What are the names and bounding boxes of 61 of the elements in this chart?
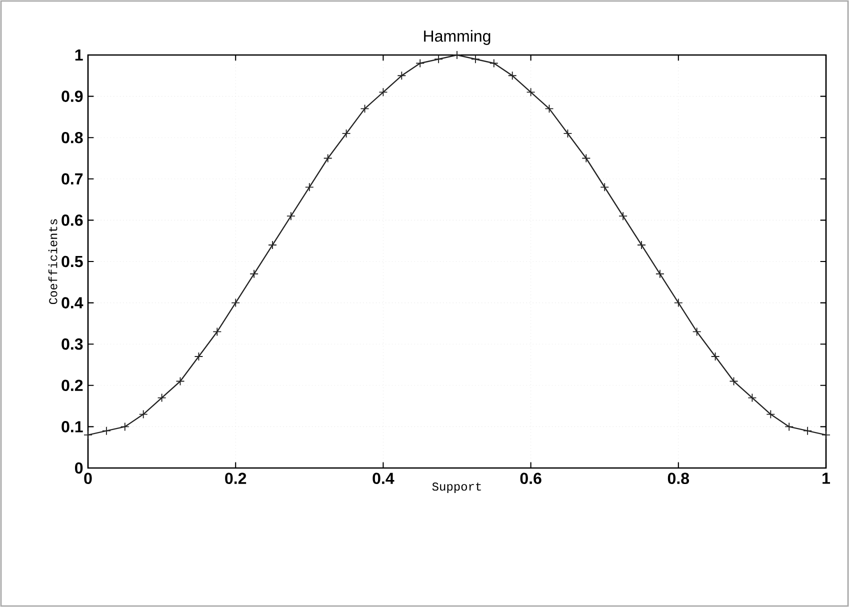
point bbox=[710, 352, 720, 361]
point bbox=[323, 154, 332, 163]
point bbox=[212, 327, 222, 336]
y-tick-label: 0.1 bbox=[62, 421, 83, 432]
y-tick-label: 1 bbox=[75, 50, 83, 60]
x-tick-label: 0 bbox=[84, 472, 92, 484]
x-tick-label: 1 bbox=[822, 472, 830, 484]
point bbox=[176, 376, 185, 386]
point bbox=[489, 58, 498, 68]
point bbox=[637, 240, 646, 250]
point bbox=[766, 410, 776, 419]
point bbox=[231, 298, 240, 308]
x-tick-label: 0.4 bbox=[372, 472, 394, 484]
point bbox=[342, 129, 351, 138]
point bbox=[582, 154, 591, 163]
x-axis-title: Support bbox=[432, 482, 481, 494]
y-tick-label: 0.5 bbox=[62, 256, 83, 268]
point bbox=[692, 327, 702, 336]
point bbox=[434, 54, 444, 64]
y-tick-label: 0.4 bbox=[62, 297, 84, 308]
point bbox=[360, 104, 370, 114]
point bbox=[618, 212, 628, 221]
point bbox=[674, 298, 683, 308]
point bbox=[416, 58, 425, 68]
x-tick-label: 0.6 bbox=[520, 472, 542, 484]
point bbox=[452, 50, 462, 60]
point bbox=[729, 376, 738, 386]
point bbox=[378, 88, 388, 97]
point bbox=[304, 182, 314, 192]
point bbox=[544, 104, 554, 114]
point bbox=[194, 352, 204, 361]
point bbox=[822, 430, 830, 440]
point bbox=[120, 422, 130, 432]
point bbox=[803, 426, 812, 436]
y-tick-label: 0.6 bbox=[62, 214, 83, 226]
point bbox=[600, 182, 610, 192]
point bbox=[526, 88, 536, 97]
point bbox=[286, 212, 296, 221]
chart-title: Hamming bbox=[424, 30, 490, 45]
y-tick-label: 0.9 bbox=[62, 90, 83, 102]
point bbox=[470, 54, 480, 64]
point bbox=[138, 410, 148, 419]
point bbox=[102, 426, 111, 436]
point bbox=[655, 269, 664, 278]
y-tick-label: 0.2 bbox=[62, 380, 83, 392]
y-axis-title: Coefficients bbox=[48, 219, 58, 304]
point bbox=[268, 240, 277, 250]
point bbox=[157, 393, 166, 402]
y-tick-label: 0.7 bbox=[62, 173, 83, 185]
point bbox=[397, 71, 406, 80]
point bbox=[84, 430, 92, 440]
point bbox=[748, 393, 757, 402]
y-tick-label: 0.3 bbox=[62, 338, 83, 350]
y-tick-label: 0.8 bbox=[62, 132, 83, 144]
x-tick-label: 0.8 bbox=[668, 472, 690, 484]
point bbox=[250, 269, 259, 278]
x-tick-label: 0.2 bbox=[225, 472, 246, 484]
point bbox=[508, 71, 517, 80]
point bbox=[784, 422, 794, 432]
y-tick-label: 0 bbox=[75, 462, 83, 474]
point bbox=[563, 129, 572, 138]
